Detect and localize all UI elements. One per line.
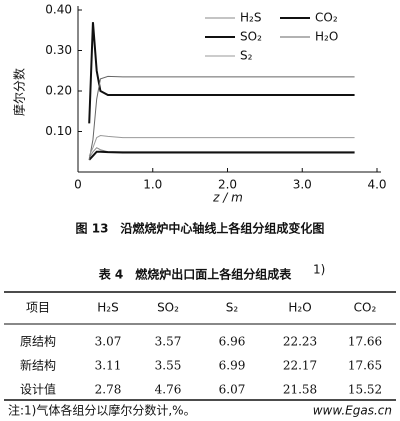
table-cell: 3.07 bbox=[95, 335, 122, 349]
table-cell: 17.66 bbox=[348, 335, 382, 349]
x-tick-label: 2.0 bbox=[218, 178, 237, 192]
table-cell: 17.65 bbox=[348, 359, 382, 373]
legend-label: H₂O bbox=[315, 30, 338, 44]
table-cell: 15.52 bbox=[348, 383, 382, 397]
series-line bbox=[88, 150, 355, 161]
y-tick-label: 0.40 bbox=[45, 3, 72, 17]
table-title: 表 4 燃烧炉出口面上各组分组成表 bbox=[98, 267, 293, 282]
series-line bbox=[88, 75, 355, 160]
legend-label: CO₂ bbox=[315, 11, 338, 25]
table-cell: 3.55 bbox=[155, 359, 182, 373]
table-cell: 原结构 bbox=[20, 334, 56, 349]
table-cell: 2.78 bbox=[95, 383, 122, 397]
x-tick-label: 4.0 bbox=[367, 178, 386, 192]
table-header: SO₂ bbox=[157, 301, 179, 315]
table-cell: 22.17 bbox=[283, 359, 317, 373]
table-header: CO₂ bbox=[354, 301, 377, 315]
table-title-note: 1) bbox=[313, 263, 325, 277]
table-cell: 6.99 bbox=[219, 359, 246, 373]
table-header: H₂S bbox=[97, 301, 118, 315]
figure-caption: 图 13 沿燃烧炉中心轴线上各组分组成变化图 bbox=[76, 221, 325, 236]
table-note: 注:1)气体各组分以摩尔分数计,%。 bbox=[8, 403, 196, 418]
legend-label: SO₂ bbox=[240, 30, 262, 44]
table-cell: 3.57 bbox=[155, 335, 182, 349]
legend-label: S₂ bbox=[240, 49, 253, 63]
x-tick-label: 1.0 bbox=[143, 178, 162, 192]
x-tick-label: 3.0 bbox=[293, 178, 312, 192]
table-cell: 22.23 bbox=[283, 335, 317, 349]
y-tick-label: 0.10 bbox=[45, 124, 72, 138]
table-header: H₂O bbox=[288, 301, 311, 315]
series-line bbox=[88, 135, 355, 157]
table-cell: 21.58 bbox=[283, 383, 317, 397]
legend-label: H₂S bbox=[240, 11, 261, 25]
y-tick-label: 0.20 bbox=[45, 84, 72, 98]
table-header: 项目 bbox=[26, 301, 50, 315]
y-axis-label: 摩尔分数 bbox=[12, 68, 27, 116]
table-cell: 3.11 bbox=[95, 359, 122, 373]
y-tick-label: 0.30 bbox=[45, 43, 72, 57]
table-cell: 设计值 bbox=[20, 382, 56, 397]
table-header: S₂ bbox=[226, 301, 239, 315]
table-cell: 6.96 bbox=[219, 335, 246, 349]
table-cell: 4.76 bbox=[155, 383, 182, 397]
watermark: www.Egas.cn bbox=[313, 404, 392, 418]
series-line bbox=[88, 22, 355, 124]
x-tick-label: 0 bbox=[74, 178, 82, 192]
x-axis-label: z / m bbox=[212, 191, 243, 205]
table-cell: 新结构 bbox=[20, 358, 56, 373]
table-cell: 6.07 bbox=[219, 383, 246, 397]
